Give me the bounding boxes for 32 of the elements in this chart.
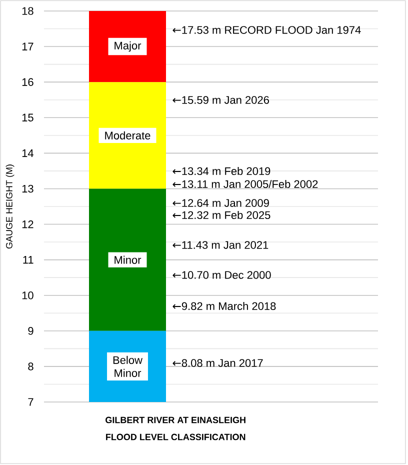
y-tick-label: 9 — [28, 327, 34, 335]
annotation: ←9.82 m March 2018 — [172, 302, 276, 310]
annotation: ←11.43 m Jan 2021 — [172, 241, 268, 249]
annotation: ←15.59 m Jan 2026 — [172, 96, 269, 104]
y-tick-label: 16 — [22, 78, 34, 86]
series-label: Moderate — [105, 131, 150, 140]
x-axis-title: GILBERT RIVER AT EINASLEIGH — [106, 416, 246, 424]
series-label: Major — [114, 41, 142, 52]
series-label: Below Minor — [113, 356, 142, 377]
y-tick-label: 15 — [22, 114, 34, 122]
y-tick-label: 12 — [22, 220, 34, 228]
annotation: ←17.53 m RECORD FLOOD Jan 1974 — [172, 26, 361, 34]
y-tick-label: 11 — [23, 256, 34, 264]
annotation: ←13.34 m Feb 2019 — [172, 166, 270, 176]
annotation: ←13.11 m Jan 2005/Feb 2002 — [172, 180, 318, 188]
annotation: ←8.08 m Jan 2017 — [172, 359, 263, 367]
y-tick-label: 17 — [22, 42, 34, 50]
y-tick-label: 10 — [22, 291, 34, 300]
y-tick-label: 13 — [22, 184, 34, 193]
annotation: ←12.64 m Jan 2009 — [172, 199, 269, 207]
y-tick-label: 7 — [28, 398, 34, 406]
series-label: Minor — [114, 256, 142, 264]
y-tick-label: 18 — [22, 7, 34, 15]
bar — [89, 82, 166, 189]
y-tick-label: 8 — [28, 362, 34, 370]
annotation: ←10.70 m Dec 2000 — [172, 271, 271, 279]
bar — [89, 188, 166, 331]
text: FLOOD LEVEL CLASSIFICATION — [106, 434, 246, 440]
y-tick-label: 14 — [22, 149, 34, 157]
bar — [89, 10, 166, 82]
y-axis-title: GAUGE HEIGHT (M) — [6, 164, 14, 249]
annotation: ←12.32 m Feb 2025 — [172, 210, 270, 220]
